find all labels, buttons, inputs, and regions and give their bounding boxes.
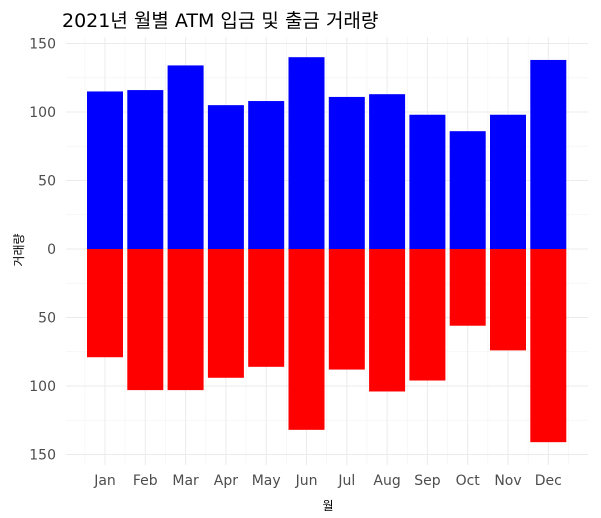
withdrawal-bar-jan: [87, 249, 123, 358]
withdrawal-bar-feb: [127, 249, 164, 391]
withdrawal-bar-dec: [530, 249, 567, 443]
withdrawal-bar-nov: [490, 249, 526, 351]
y-tick-label: 150: [29, 448, 56, 464]
y-axis-title: 거래량: [12, 233, 26, 266]
deposit-bar-aug: [369, 94, 406, 249]
y-tick-labels: 150 100 50 0 50 100 150: [29, 37, 56, 464]
deposit-bar-sep: [409, 114, 446, 250]
x-tick-label: Apr: [214, 473, 238, 489]
deposit-bar-nov: [490, 114, 526, 250]
withdrawal-bar-oct: [449, 249, 486, 326]
deposit-bar-apr: [207, 105, 244, 250]
x-tick-label: Dec: [535, 473, 562, 489]
withdrawal-bar-may: [248, 249, 285, 367]
y-tick-label: 150: [29, 37, 56, 53]
x-tick-label: Jan: [93, 473, 116, 489]
withdrawal-bar-aug: [369, 249, 406, 392]
deposit-bar-jun: [288, 57, 325, 250]
y-tick-label: 0: [47, 242, 56, 258]
y-tick-label: 100: [29, 379, 56, 395]
deposit-bar-jan: [87, 91, 123, 249]
y-tick-label: 50: [38, 174, 56, 190]
withdrawal-bar-sep: [409, 249, 446, 381]
x-tick-label: Mar: [172, 473, 199, 489]
bars: [87, 57, 567, 443]
y-tick-label: 50: [38, 311, 56, 327]
x-tick-label: Sep: [414, 473, 441, 489]
withdrawal-bar-apr: [207, 249, 244, 378]
x-tick-label: Feb: [133, 473, 158, 489]
x-tick-label: Jun: [295, 473, 318, 489]
deposit-bar-oct: [449, 131, 486, 249]
deposit-bar-dec: [530, 59, 567, 249]
x-tick-label: May: [252, 473, 281, 489]
x-tick-label: Jul: [337, 473, 355, 489]
deposit-bar-mar: [167, 65, 204, 249]
x-tick-label: Oct: [456, 473, 481, 489]
chart-title: 2021년 월별 ATM 입금 및 출금 거래량: [62, 10, 378, 32]
withdrawal-bar-jun: [288, 249, 325, 430]
withdrawal-bar-mar: [167, 249, 204, 391]
x-tick-labels: Jan Feb Mar Apr May Jun Jul Aug Sep Oct Nov Dec: [93, 473, 562, 489]
x-axis-title: 월: [322, 499, 333, 513]
deposit-bar-feb: [127, 90, 164, 249]
x-tick-label: Aug: [373, 473, 400, 489]
deposit-bar-may: [248, 101, 285, 249]
y-tick-label: 100: [29, 105, 56, 121]
deposit-bar-jul: [328, 96, 365, 250]
withdrawal-bar-jul: [328, 249, 365, 370]
x-tick-label: Nov: [494, 473, 521, 489]
